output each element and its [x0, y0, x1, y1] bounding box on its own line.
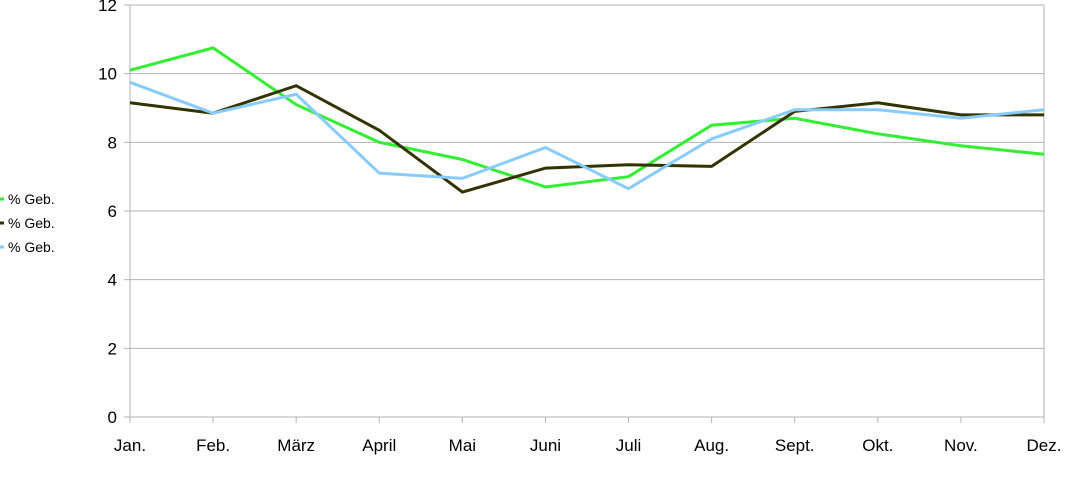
x-tick-label: Juli	[616, 436, 642, 455]
x-tick-label: Sept.	[775, 436, 815, 455]
x-axis-tick-labels: Jan. Feb. März April Mai Juni Juli Aug. Sept. Okt…	[114, 436, 1062, 455]
y-tick-label: 10	[98, 65, 117, 84]
x-tick-label: Juni	[530, 436, 561, 455]
legend-label-1: % Geb.	[8, 191, 55, 207]
x-tick-label: Okt.	[862, 436, 893, 455]
y-tick-label: 0	[108, 408, 117, 427]
x-tick-label: Mai	[449, 436, 476, 455]
y-tick-label: 2	[108, 339, 117, 358]
y-tick-label: 4	[108, 271, 117, 290]
x-tick-label: Feb.	[196, 436, 230, 455]
legend-label-3: % Geb.	[8, 239, 55, 255]
x-tick-label: April	[362, 436, 396, 455]
series-line-2	[129, 84, 1044, 194]
gridlines	[130, 4, 1044, 349]
data-series	[129, 46, 1045, 194]
x-tick-label: März	[277, 436, 315, 455]
x-tick-label: Nov.	[944, 436, 978, 455]
series-line-1	[129, 46, 1045, 189]
x-tick-label: Aug.	[694, 436, 729, 455]
y-tick-label: 6	[108, 202, 117, 221]
legend: % Geb. % Geb. % Geb.	[0, 191, 55, 255]
y-tick-label: 12	[98, 0, 117, 15]
y-axis-tick-labels: 0 2 4 6 8 10 12	[98, 0, 117, 427]
legend-label-2: % Geb.	[8, 215, 55, 231]
x-tick-label: Jan.	[114, 436, 146, 455]
y-tick-label: 8	[108, 133, 117, 152]
x-tick-label: Dez.	[1027, 436, 1062, 455]
axes	[124, 4, 1045, 423]
series-line-3	[129, 80, 1045, 191]
